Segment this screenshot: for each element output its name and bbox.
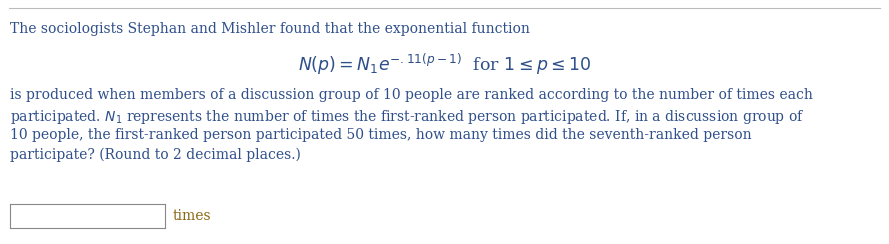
Text: participated. $N_1$ represents the number of times the first-ranked person parti: participated. $N_1$ represents the numbe…	[10, 108, 805, 126]
Text: is produced when members of a discussion group of 10 people are ranked according: is produced when members of a discussion…	[10, 88, 813, 102]
Text: participate? (Round to 2 decimal places.): participate? (Round to 2 decimal places.…	[10, 148, 300, 163]
Text: 10 people, the first-ranked person participated 50 times, how many times did the: 10 people, the first-ranked person parti…	[10, 128, 751, 142]
Text: $N(p) = N_1e^{-.11(p-1)}$  for $1 \leq p \leq 10$: $N(p) = N_1e^{-.11(p-1)}$ for $1 \leq p …	[298, 52, 591, 77]
Text: The sociologists Stephan and Mishler found that the exponential function: The sociologists Stephan and Mishler fou…	[10, 22, 530, 36]
Text: times: times	[173, 209, 212, 223]
